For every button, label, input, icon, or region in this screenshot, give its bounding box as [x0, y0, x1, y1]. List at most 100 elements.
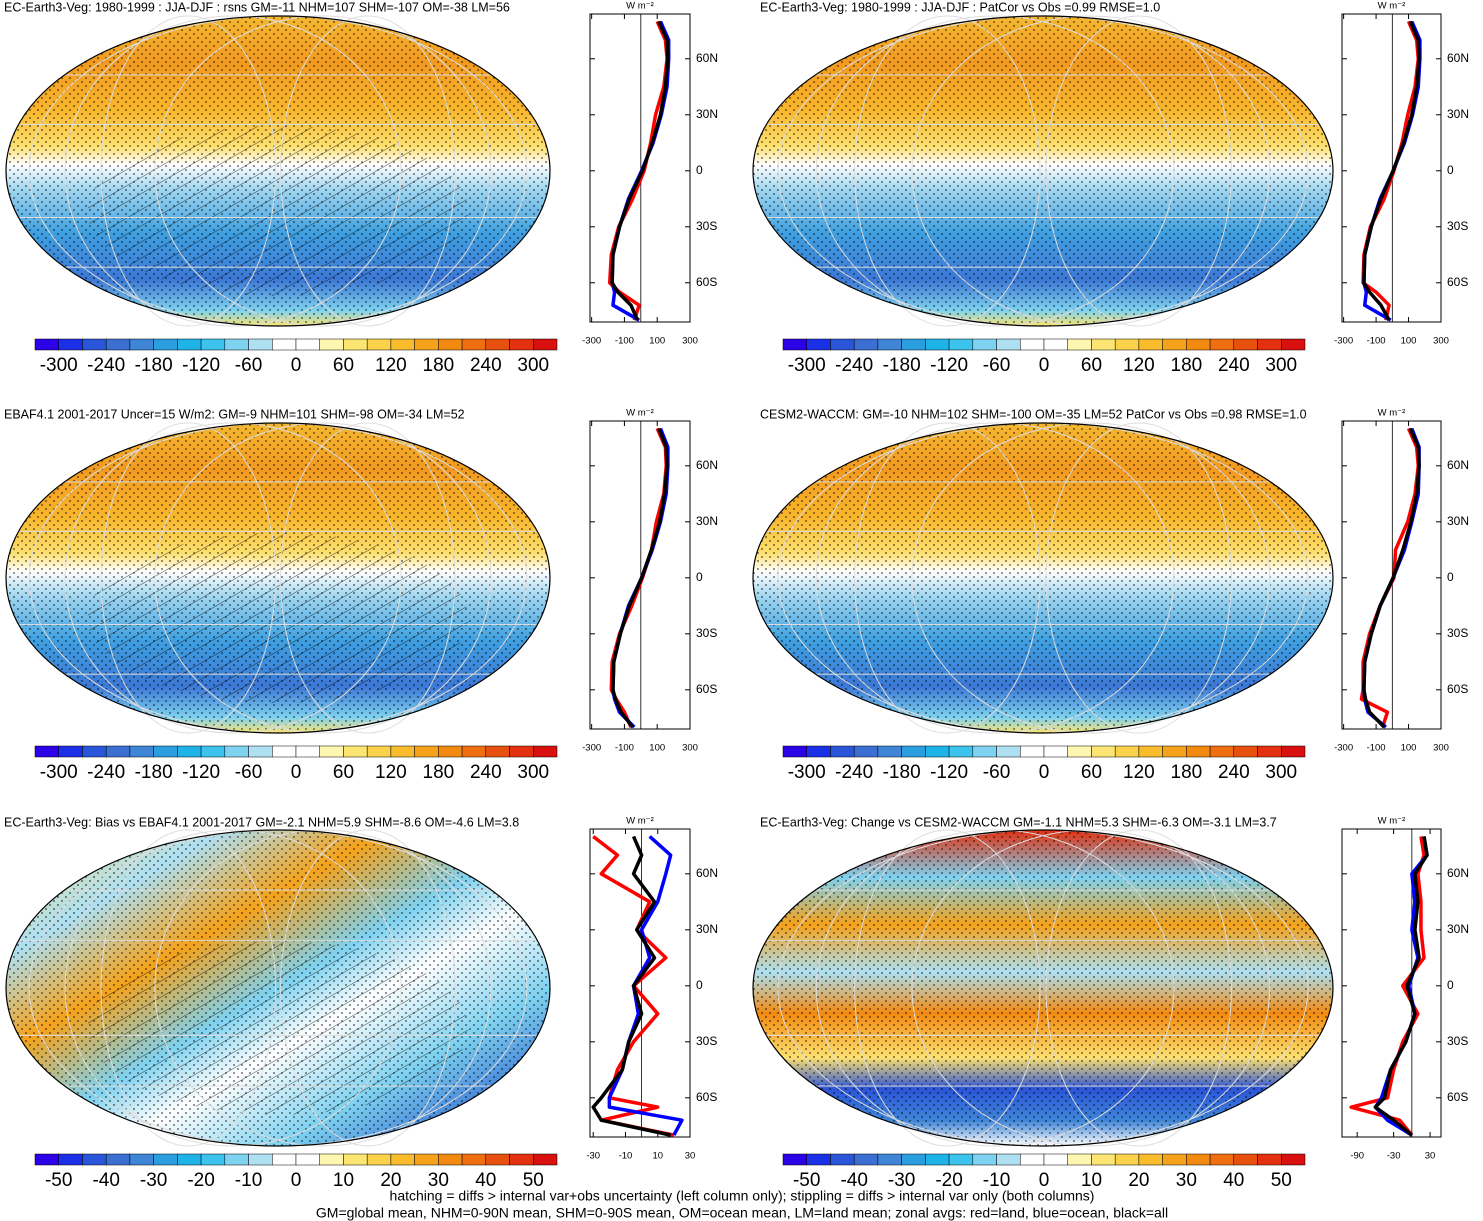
colorbar-box	[200, 338, 226, 351]
colorbar-box	[853, 338, 879, 351]
colorbar-box	[200, 745, 226, 758]
x-tick-label: 100	[649, 743, 665, 754]
colorbar-label: 20	[380, 1170, 401, 1191]
colorbar-box	[1043, 745, 1068, 758]
graticule	[1045, 15, 1232, 327]
colorbar-box	[129, 745, 154, 758]
colorbar-box	[272, 745, 297, 758]
colorbar-box	[1162, 745, 1187, 758]
colorbar-label: 180	[423, 762, 455, 783]
map-border	[752, 422, 1334, 734]
colorbar-box	[461, 338, 487, 351]
graticule	[64, 15, 402, 327]
colorbar-box	[438, 1153, 463, 1166]
colorbar-box	[972, 1153, 997, 1166]
panel-title: EBAF4.1 2001-2017 Uncer=15 W/m2: GM=-9 N…	[4, 407, 465, 421]
x-tick-label: 300	[682, 743, 698, 754]
stippling	[753, 830, 1333, 1146]
graticule	[280, 829, 456, 1147]
colorbar-box	[509, 745, 534, 758]
y-tick-label: 0	[696, 978, 703, 992]
colorbar-box	[1138, 1153, 1163, 1166]
graticule	[64, 422, 402, 734]
colorbar-box	[972, 338, 997, 351]
colorbar-label: -180	[883, 355, 921, 376]
profile-units: W m⁻²	[1378, 1, 1406, 12]
colorbar-label: 240	[470, 355, 502, 376]
colorbar-box	[319, 745, 344, 758]
y-tick-label: 0	[696, 163, 703, 177]
colorbar-box	[1114, 745, 1140, 758]
colorbar-box	[224, 338, 249, 351]
x-tick-label: -100	[615, 743, 634, 754]
colorbar-box	[533, 1153, 558, 1166]
colorbar-label: 120	[375, 355, 407, 376]
colorbar-box	[366, 338, 392, 351]
colorbar-label: -300	[788, 762, 826, 783]
graticule	[280, 422, 456, 734]
colorbar-box	[200, 1153, 226, 1166]
graticule	[64, 829, 402, 1147]
zonal-mean-line	[610, 20, 671, 322]
colorbar-label: 30	[1176, 1170, 1197, 1191]
colorbar-box	[948, 745, 974, 758]
colorbar-label: 20	[1128, 1170, 1149, 1191]
colorbar-label: -180	[135, 355, 173, 376]
y-tick-label: 60S	[1447, 1090, 1468, 1104]
colorbar-label: -40	[840, 1170, 867, 1191]
colorbar-label: 0	[1039, 762, 1050, 783]
colorbar-label: 120	[1123, 762, 1155, 783]
colorbar-box	[319, 1153, 344, 1166]
x-tick-label: 30	[685, 1151, 696, 1162]
graticule	[911, 15, 1271, 327]
graticule	[100, 829, 276, 1147]
y-tick-label: 60N	[1447, 866, 1469, 880]
colorbar-box	[877, 1153, 902, 1166]
colorbar-box	[996, 338, 1021, 351]
y-tick-label: 30S	[696, 626, 717, 640]
colorbar-box	[1233, 1153, 1258, 1166]
graticule	[154, 829, 492, 1147]
colorbar-label: 60	[333, 355, 354, 376]
colorbar-box	[129, 1153, 154, 1166]
y-tick-label: 30S	[1447, 626, 1468, 640]
colorbar-box	[948, 1153, 974, 1166]
colorbar-box	[295, 1153, 320, 1166]
colorbar-label: 40	[475, 1170, 496, 1191]
colorbar-box	[177, 1153, 202, 1166]
colorbar-box	[996, 1153, 1021, 1166]
colorbar-label: -240	[87, 355, 125, 376]
colorbar-box	[366, 745, 392, 758]
colorbar-box	[853, 745, 879, 758]
colorbar-label: -50	[793, 1170, 820, 1191]
zonal-mean-line	[1362, 20, 1421, 321]
colorbar-box	[34, 1153, 59, 1166]
colorbar-box	[390, 338, 415, 351]
y-tick-label: 60S	[696, 275, 717, 289]
colorbar-box	[925, 745, 950, 758]
colorbar-label: -300	[40, 355, 78, 376]
colorbar-box	[877, 745, 902, 758]
colorbar-box	[34, 338, 59, 351]
graticule	[1045, 829, 1232, 1147]
colorbar-box	[366, 1153, 392, 1166]
colorbar-label: -60	[235, 355, 262, 376]
colorbar-box	[224, 745, 249, 758]
x-tick-label: -300	[1334, 743, 1353, 754]
graticule	[1045, 422, 1232, 734]
colorbar-box	[925, 1153, 950, 1166]
colorbar-label: -50	[45, 1170, 72, 1191]
colorbar-label: 50	[523, 1170, 544, 1191]
zonal-mean-line	[592, 835, 675, 1137]
y-tick-label: 30N	[696, 514, 718, 528]
colorbar-box	[1209, 338, 1235, 351]
colorbar-label: -60	[983, 762, 1010, 783]
colorbar-box	[1067, 1153, 1092, 1166]
colorbar-box	[343, 338, 368, 351]
colorbar-box	[1186, 745, 1211, 758]
hatching	[87, 125, 469, 297]
colorbar-box	[1257, 338, 1282, 351]
colorbar-box	[272, 338, 297, 351]
graticule	[100, 422, 276, 734]
footer-note: GM=global mean, NHM=0-90N mean, SHM=0-90…	[316, 1205, 1168, 1221]
